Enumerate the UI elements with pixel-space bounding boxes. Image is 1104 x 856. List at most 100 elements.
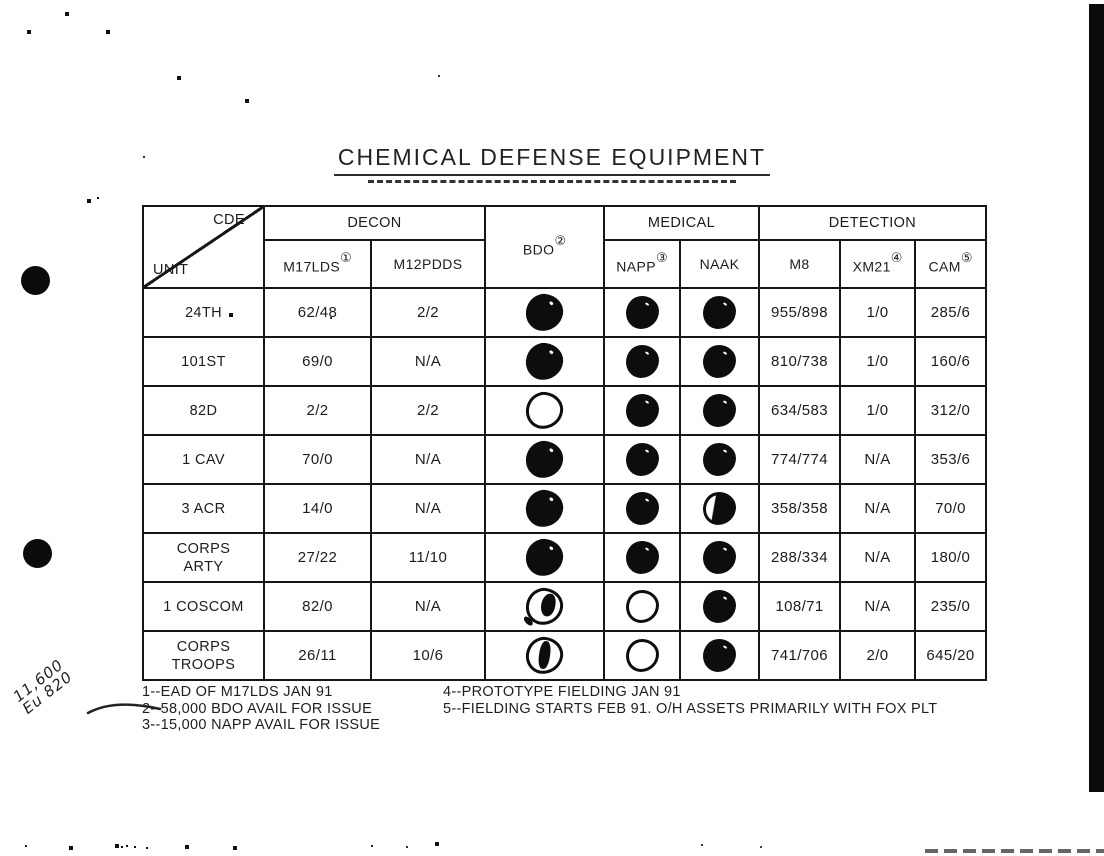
cell-m17lds: 62/48 [263, 287, 372, 338]
footnote-ref-1: ① [340, 249, 352, 265]
cell-cam: 180/0 [914, 532, 987, 583]
footnote-ref-2: ② [554, 232, 567, 248]
title-block: CHEMICAL DEFENSE EQUIPMENT [0, 144, 1104, 183]
table-header: CDE UNIT DECON BDO② MEDICAL DETECTION M1… [142, 205, 987, 289]
table-row: 101ST 69/0 N/A 810/738 1/0 160/6 [142, 336, 987, 387]
cell-m17lds: 2/2 [263, 385, 372, 436]
cell-cam: 645/20 [914, 630, 987, 681]
status-ball-filled [703, 443, 736, 476]
cell-unit: 24TH [142, 287, 265, 338]
cell-unit: 1 COSCOM [142, 581, 265, 632]
group-header-medical: MEDICAL [603, 205, 760, 241]
status-ball-filled [523, 487, 566, 530]
status-ball-filled [625, 345, 659, 378]
cell-unit: 1 CAV [142, 434, 265, 485]
group-header-detection: DETECTION [758, 205, 987, 241]
footnote-line: 3--15,000 NAPP AVAIL FOR ISSUE [142, 717, 381, 733]
cell-naak [679, 483, 760, 534]
status-ball-empty [625, 590, 659, 623]
cell-napp [603, 385, 681, 436]
status-ball-filled [523, 340, 566, 383]
status-ball-filled [523, 536, 566, 579]
cell-m17lds: 14/0 [263, 483, 372, 534]
cell-m12pdds: 10/6 [370, 630, 486, 681]
cell-m12pdds: N/A [370, 434, 486, 485]
scan-noise-specks [0, 0, 2, 2]
footnote-line: 2--58,000 BDO AVAIL FOR ISSUE [142, 700, 373, 717]
status-ball-filled [523, 291, 566, 334]
cell-cam: 312/0 [914, 385, 987, 436]
cell-m17lds: 69/0 [263, 336, 372, 387]
cell-m12pdds: N/A [370, 483, 486, 534]
cell-cam: 70/0 [914, 483, 987, 534]
status-ball-empty [523, 389, 566, 432]
cell-cam: 235/0 [914, 581, 987, 632]
cell-xm21: N/A [839, 483, 916, 534]
cell-xm21: N/A [839, 581, 916, 632]
status-ball-filled [523, 438, 566, 481]
column-header-naak: NAAK [679, 239, 760, 289]
cell-xm21: 1/0 [839, 336, 916, 387]
cell-m12pdds: 11/10 [370, 532, 486, 583]
column-header-m17lds: M17LDS① [263, 239, 372, 289]
status-ball-filled [625, 443, 659, 476]
footnote-ref-3: ③ [656, 249, 668, 265]
cell-xm21: 1/0 [839, 385, 916, 436]
cell-bdo [484, 581, 605, 632]
cell-napp [603, 630, 681, 681]
equipment-table: CDE UNIT DECON BDO② MEDICAL DETECTION M1… [142, 205, 987, 681]
status-ball-empty [625, 639, 659, 672]
cell-naak [679, 581, 760, 632]
footnotes-left: 1--EAD OF M17LDS JAN 91 2--58,000 BDO AVA… [142, 684, 380, 734]
column-header-m8: M8 [758, 239, 841, 289]
footnote-ref-5: ⑤ [960, 249, 973, 265]
cell-m8: 108/71 [758, 581, 841, 632]
cell-bdo [484, 483, 605, 534]
status-ball-filled [625, 394, 659, 427]
scanner-edge-bar [1089, 4, 1104, 792]
cell-m17lds: 70/0 [263, 434, 372, 485]
cell-unit: 3 ACR [142, 483, 265, 534]
status-ball-filled [703, 639, 736, 672]
cell-unit: CORPS TROOPS [142, 630, 265, 681]
footnote-line: 1--EAD OF M17LDS JAN 91 [142, 684, 333, 700]
cell-napp [603, 483, 681, 534]
cell-naak [679, 287, 760, 338]
cell-m8: 358/358 [758, 483, 841, 534]
cell-naak [679, 336, 760, 387]
table-row: CORPS TROOPS 26/11 10/6 741/706 2/0 645/20 [142, 630, 987, 681]
table-row: 3 ACR 14/0 N/A 358/358 N/A 70/0 [142, 483, 987, 534]
group-header-decon: DECON [263, 205, 486, 241]
cell-m8: 955/898 [758, 287, 841, 338]
corner-label-cde: CDE [213, 212, 245, 228]
cell-bdo [484, 630, 605, 681]
footnote-line: 4--PROTOTYPE FIELDING JAN 91 [443, 684, 681, 700]
cell-unit: 82D [142, 385, 265, 436]
status-ball-half [703, 492, 736, 525]
table-row: 82D 2/2 2/2 634/583 1/0 312/0 [142, 385, 987, 436]
scan-noise-dashes [925, 849, 1104, 853]
cell-napp [603, 287, 681, 338]
status-ball-partial-center [523, 634, 566, 677]
cell-bdo [484, 336, 605, 387]
cell-cam: 285/6 [914, 287, 987, 338]
footnote-ref-4: ④ [890, 249, 903, 265]
table-row: 24TH 62/48 2/2 955/898 1/0 285/6 [142, 287, 987, 338]
status-ball-filled [703, 345, 736, 378]
handwritten-note: 11,600 Eu 820 [10, 656, 76, 718]
column-header-xm21: XM21④ [839, 239, 916, 289]
table-row: CORPS ARTY 27/22 11/10 288/334 N/A 180/0 [142, 532, 987, 583]
cell-m8: 741/706 [758, 630, 841, 681]
cell-m12pdds: 2/2 [370, 385, 486, 436]
handwritten-dash-stroke [86, 703, 162, 715]
column-header-cam: CAM⑤ [914, 239, 987, 289]
cell-naak [679, 630, 760, 681]
cell-m8: 634/583 [758, 385, 841, 436]
cell-bdo [484, 532, 605, 583]
table-row: 1 COSCOM 82/0 N/A 108/71 N/A 235/0 [142, 581, 987, 632]
table-body: 24TH 62/48 2/2 955/898 1/0 285/6 101ST 69/0 N/A 8… [142, 287, 987, 681]
status-ball-filled [625, 541, 659, 574]
cell-m8: 288/334 [758, 532, 841, 583]
page-title: CHEMICAL DEFENSE EQUIPMENT [333, 144, 771, 176]
